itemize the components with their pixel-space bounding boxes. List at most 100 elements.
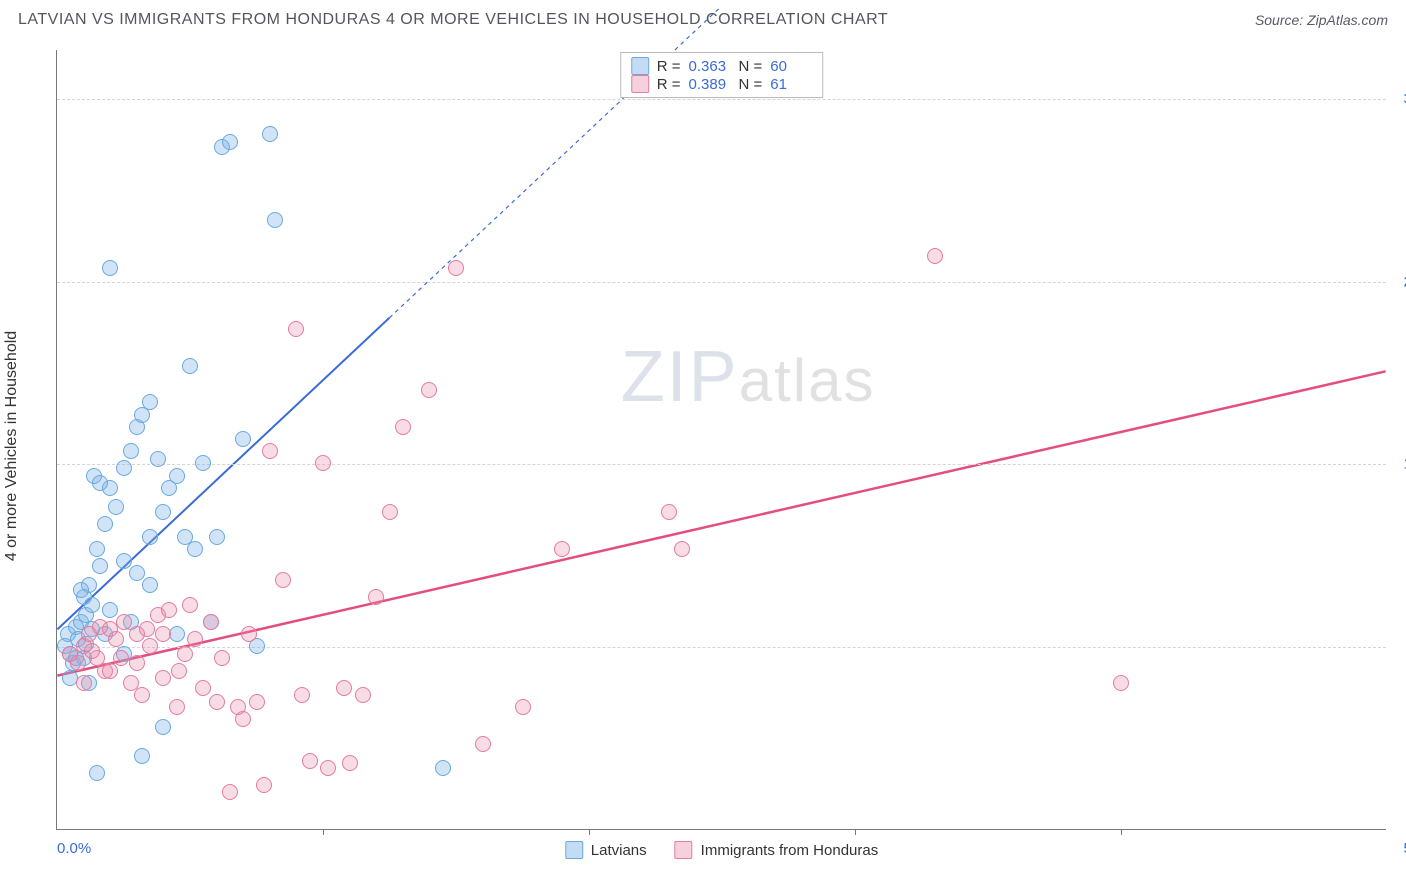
- n-label: N =: [739, 76, 763, 93]
- legend-item-latvians: Latvians: [565, 841, 647, 859]
- scatter-point: [84, 643, 100, 659]
- watermark-part2: atlas: [739, 347, 876, 414]
- scatter-point: [123, 443, 139, 459]
- scatter-point: [241, 626, 257, 642]
- scatter-point: [97, 516, 113, 532]
- swatch-blue-icon: [631, 57, 649, 75]
- plot-area: ZIPatlas R = 0.363 N = 60 R = 0.389 N = …: [56, 50, 1386, 830]
- scatter-point: [155, 670, 171, 686]
- swatch-pink-icon: [675, 841, 693, 859]
- scatter-point: [129, 655, 145, 671]
- scatter-point: [195, 455, 211, 471]
- scatter-point: [182, 358, 198, 374]
- scatter-point: [355, 687, 371, 703]
- n-value-pink: 61: [770, 76, 812, 93]
- scatter-point: [661, 504, 677, 520]
- source-attribution: Source: ZipAtlas.com: [1255, 12, 1388, 28]
- scatter-point: [448, 260, 464, 276]
- r-value-pink: 0.389: [689, 76, 731, 93]
- scatter-point: [320, 760, 336, 776]
- scatter-point: [116, 614, 132, 630]
- scatter-point: [267, 212, 283, 228]
- watermark: ZIPatlas: [621, 336, 876, 418]
- legend-item-honduras: Immigrants from Honduras: [675, 841, 879, 859]
- watermark-part1: ZIP: [621, 337, 739, 417]
- scatter-point: [214, 650, 230, 666]
- scatter-point: [927, 248, 943, 264]
- r-label: R =: [657, 76, 681, 93]
- scatter-point: [177, 646, 193, 662]
- scatter-point: [116, 460, 132, 476]
- scatter-point: [368, 589, 384, 605]
- scatter-point: [256, 777, 272, 793]
- scatter-point: [134, 687, 150, 703]
- stats-row-blue: R = 0.363 N = 60: [631, 57, 813, 75]
- scatter-point: [262, 443, 278, 459]
- scatter-point: [395, 419, 411, 435]
- scatter-point: [1113, 675, 1129, 691]
- scatter-point: [315, 455, 331, 471]
- scatter-point: [554, 541, 570, 557]
- scatter-point: [142, 529, 158, 545]
- chart-container: LATVIAN VS IMMIGRANTS FROM HONDURAS 4 OR…: [0, 0, 1406, 892]
- scatter-point: [142, 577, 158, 593]
- y-axis-label: 4 or more Vehicles in Household: [3, 331, 21, 561]
- scatter-point: [222, 784, 238, 800]
- title-bar: LATVIAN VS IMMIGRANTS FROM HONDURAS 4 OR…: [0, 0, 1406, 40]
- scatter-point: [139, 621, 155, 637]
- scatter-point: [421, 382, 437, 398]
- scatter-point: [161, 602, 177, 618]
- legend: Latvians Immigrants from Honduras: [565, 841, 878, 859]
- scatter-point: [92, 475, 108, 491]
- scatter-point: [142, 638, 158, 654]
- scatter-point: [155, 719, 171, 735]
- scatter-point: [674, 541, 690, 557]
- scatter-point: [134, 748, 150, 764]
- scatter-point: [475, 736, 491, 752]
- scatter-point: [302, 753, 318, 769]
- scatter-point: [108, 499, 124, 515]
- scatter-point: [235, 431, 251, 447]
- scatter-point: [89, 541, 105, 557]
- stats-row-pink: R = 0.389 N = 61: [631, 75, 813, 93]
- scatter-point: [336, 680, 352, 696]
- scatter-point: [169, 699, 185, 715]
- scatter-point: [150, 451, 166, 467]
- scatter-point: [203, 614, 219, 630]
- scatter-point: [102, 602, 118, 618]
- gridline-h: [57, 99, 1386, 100]
- scatter-point: [108, 631, 124, 647]
- stats-box: R = 0.363 N = 60 R = 0.389 N = 61: [620, 52, 824, 98]
- scatter-point: [294, 687, 310, 703]
- xtick-mark: [1121, 829, 1122, 835]
- scatter-point: [92, 619, 108, 635]
- swatch-pink-icon: [631, 75, 649, 93]
- xtick-mark: [323, 829, 324, 835]
- r-value-blue: 0.363: [689, 58, 731, 75]
- scatter-point: [113, 650, 129, 666]
- scatter-point: [76, 675, 92, 691]
- scatter-point: [288, 321, 304, 337]
- scatter-point: [195, 680, 211, 696]
- scatter-point: [84, 597, 100, 613]
- scatter-point: [382, 504, 398, 520]
- scatter-point: [209, 694, 225, 710]
- r-label: R =: [657, 58, 681, 75]
- scatter-point: [275, 572, 291, 588]
- gridline-h: [57, 464, 1386, 465]
- scatter-point: [155, 626, 171, 642]
- scatter-point: [116, 553, 132, 569]
- xtick-label: 0.0%: [57, 840, 91, 857]
- gridline-h: [57, 282, 1386, 283]
- scatter-point: [89, 765, 105, 781]
- legend-label-latvians: Latvians: [591, 842, 647, 859]
- scatter-point: [70, 655, 86, 671]
- scatter-point: [249, 694, 265, 710]
- swatch-blue-icon: [565, 841, 583, 859]
- xtick-mark: [855, 829, 856, 835]
- chart-title: LATVIAN VS IMMIGRANTS FROM HONDURAS 4 OR…: [18, 11, 888, 29]
- scatter-point: [155, 504, 171, 520]
- scatter-point: [187, 541, 203, 557]
- legend-label-honduras: Immigrants from Honduras: [701, 842, 879, 859]
- scatter-point: [182, 597, 198, 613]
